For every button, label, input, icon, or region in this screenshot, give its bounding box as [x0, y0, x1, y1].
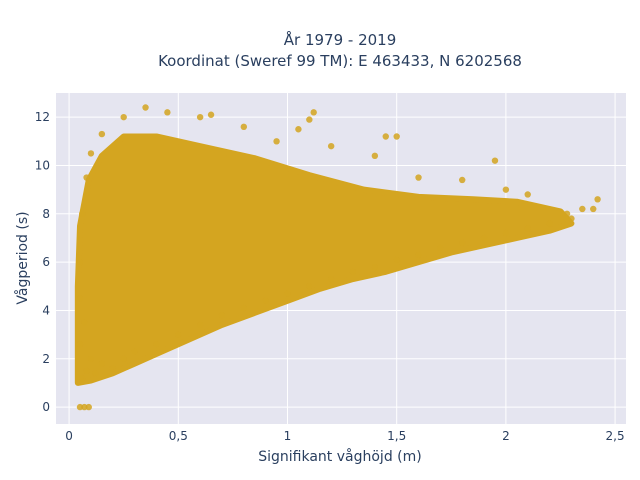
x-tick-label: 0,5: [169, 429, 188, 443]
data-point: [563, 210, 571, 218]
data-point: [196, 321, 204, 329]
chart-title: År 1979 - 2019: [284, 30, 397, 49]
x-tick-label: 1,5: [387, 429, 406, 443]
data-point: [207, 111, 215, 118]
y-tick-label: 10: [35, 158, 50, 172]
data-point: [273, 138, 280, 145]
data-point: [87, 355, 95, 362]
data-point: [76, 258, 84, 266]
data-point: [153, 341, 160, 348]
data-point: [76, 295, 84, 302]
x-axis-label: Signifikant våghöjd (m): [258, 448, 421, 465]
data-point: [480, 234, 488, 242]
data-point: [284, 290, 291, 297]
data-point: [524, 225, 531, 232]
data-point: [437, 244, 444, 251]
data-point: [76, 341, 84, 348]
data-point: [295, 126, 302, 133]
data-point: [327, 275, 335, 283]
y-tick-label: 4: [42, 303, 50, 317]
data-point: [196, 113, 204, 121]
data-point: [131, 348, 138, 355]
data-points: [74, 104, 601, 411]
data-point: [218, 312, 226, 319]
data-point: [164, 109, 171, 116]
data-point: [92, 370, 99, 377]
data-point: [306, 283, 313, 290]
y-tick-label: 8: [42, 207, 50, 221]
data-point: [546, 220, 553, 227]
data-point: [310, 109, 317, 116]
data-point: [306, 116, 313, 123]
data-point: [327, 142, 335, 150]
data-point: [262, 297, 269, 304]
data-point: [79, 374, 86, 382]
y-tick-label: 6: [42, 255, 50, 269]
data-point: [79, 210, 86, 218]
data-point: [81, 319, 88, 326]
data-point: [524, 191, 531, 198]
data-point: [568, 215, 575, 222]
data-point: [98, 360, 106, 367]
data-point: [98, 130, 106, 138]
x-tick-label: 1: [284, 429, 292, 443]
data-point: [142, 104, 149, 111]
y-tick-labels: 0 2 4 6 8 10 12: [35, 110, 50, 414]
y-axis-label: Vågperiod (s): [14, 211, 31, 304]
data-point: [590, 205, 597, 213]
data-point: [371, 263, 379, 271]
y-tick-label: 0: [42, 400, 50, 414]
chart-subtitle: Koordinat (Sweref 99 TM): E 463433, N 62…: [158, 52, 522, 70]
x-tick-labels: 0 0,5 1 1,5 2 2,5: [65, 429, 624, 443]
data-point: [415, 174, 422, 181]
data-point: [371, 152, 379, 160]
data-point: [240, 304, 248, 312]
data-point: [120, 355, 127, 362]
data-point: [240, 123, 248, 131]
dense-point-cloud: [74, 133, 575, 386]
data-point: [459, 176, 466, 184]
data-point: [83, 174, 90, 181]
data-point: [83, 367, 90, 375]
data-point: [382, 133, 389, 140]
data-point: [491, 157, 499, 164]
data-point: [175, 331, 182, 338]
data-point: [349, 268, 357, 275]
data-point: [579, 205, 586, 213]
data-point: [393, 133, 400, 140]
x-tick-label: 0: [65, 429, 73, 443]
data-point: [459, 239, 466, 246]
data-point: [594, 196, 601, 203]
data-point: [502, 186, 510, 193]
data-point: [415, 251, 422, 259]
x-tick-label: 2,5: [606, 429, 625, 443]
y-tick-label: 12: [35, 110, 50, 124]
data-point: [393, 256, 400, 263]
data-point: [120, 113, 127, 121]
y-tick-label: 2: [42, 352, 50, 366]
data-point: [109, 365, 116, 372]
x-tick-label: 2: [502, 429, 510, 443]
data-point: [85, 403, 92, 411]
data-point: [502, 229, 510, 237]
data-point: [87, 150, 95, 157]
